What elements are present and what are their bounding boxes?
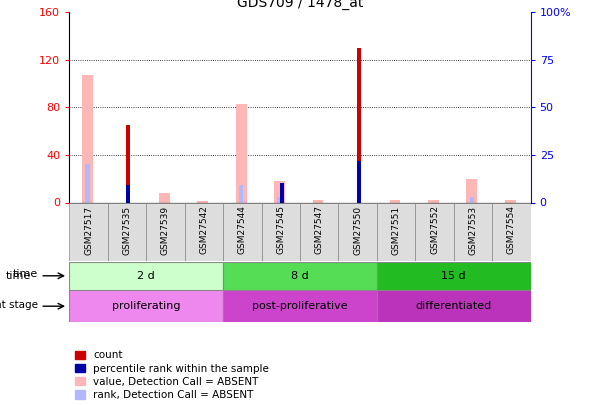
Text: proliferating: proliferating [112,301,180,311]
Text: GSM27552: GSM27552 [430,205,439,254]
Text: GSM27551: GSM27551 [391,205,400,255]
FancyBboxPatch shape [492,202,531,261]
Bar [126,125,130,202]
Text: 15 d: 15 d [441,271,466,281]
FancyBboxPatch shape [454,202,492,261]
FancyBboxPatch shape [415,202,454,261]
Text: 2 d: 2 d [137,271,155,281]
Bar [428,200,439,202]
FancyBboxPatch shape [223,290,377,322]
Bar [356,48,361,202]
FancyBboxPatch shape [69,202,108,261]
Text: post-proliferative: post-proliferative [252,301,348,311]
Legend: count, percentile rank within the sample, value, Detection Call = ABSENT, rank, : count, percentile rank within the sample… [75,350,269,400]
Bar [505,200,516,202]
Bar [390,200,400,202]
Bar [82,75,93,202]
FancyBboxPatch shape [69,262,223,290]
Bar [467,179,477,202]
FancyBboxPatch shape [223,262,377,290]
FancyBboxPatch shape [108,202,146,261]
Bar [277,196,282,202]
FancyBboxPatch shape [377,262,531,290]
FancyBboxPatch shape [300,202,338,261]
Text: time: time [6,271,31,281]
FancyBboxPatch shape [377,290,531,322]
FancyBboxPatch shape [377,202,415,261]
Text: development stage: development stage [0,300,38,309]
Text: differentiated: differentiated [415,301,492,311]
Text: GSM27542: GSM27542 [200,205,209,254]
Bar [239,185,244,202]
Text: GSM27554: GSM27554 [507,205,516,254]
Title: GDS709 / 1478_at: GDS709 / 1478_at [237,0,363,10]
Bar [236,104,247,202]
Text: time: time [13,269,38,279]
FancyBboxPatch shape [146,202,185,261]
Text: GSM27517: GSM27517 [84,205,93,255]
Bar [85,164,90,202]
FancyBboxPatch shape [338,202,377,261]
Bar [197,201,208,202]
Bar [159,193,169,202]
Text: GSM27545: GSM27545 [276,205,285,254]
Text: GSM27550: GSM27550 [353,205,362,255]
FancyBboxPatch shape [69,290,223,322]
Text: GSM27553: GSM27553 [469,205,478,255]
Bar [356,161,361,202]
FancyBboxPatch shape [223,202,262,261]
Bar [313,200,323,202]
Text: GSM27544: GSM27544 [238,205,247,254]
Bar [126,185,130,202]
Bar [274,181,285,202]
Text: GSM27547: GSM27547 [315,205,324,254]
Text: 8 d: 8 d [291,271,309,281]
FancyBboxPatch shape [185,202,223,261]
Text: GSM27535: GSM27535 [122,205,131,255]
Bar [470,196,474,202]
Bar [280,183,284,202]
Text: GSM27539: GSM27539 [161,205,170,255]
FancyBboxPatch shape [262,202,300,261]
